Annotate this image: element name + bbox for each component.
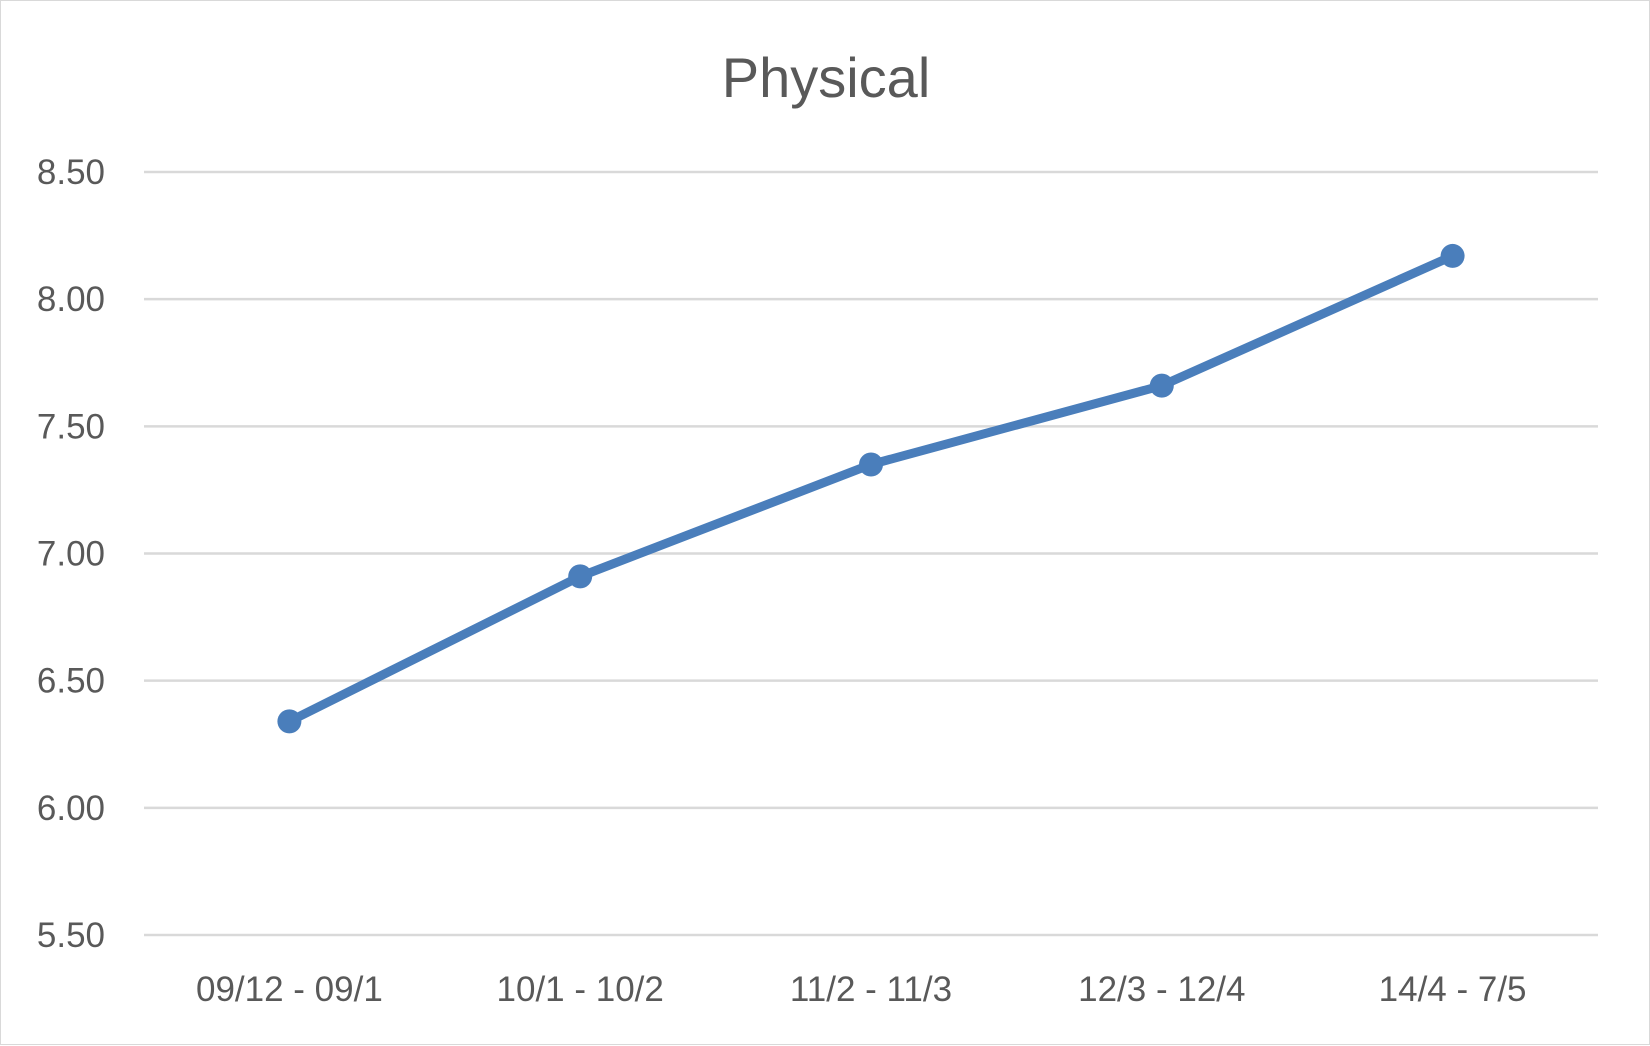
- x-axis-tick-labels: 09/12 - 09/1 10/1 - 10/2 11/2 - 11/3 12/3 -…: [196, 970, 1527, 1009]
- y-tick-label: 7.00: [37, 535, 105, 574]
- y-tick-label: 8.00: [37, 280, 105, 319]
- chart-title: Physical: [722, 46, 931, 109]
- y-tick-label: 8.50: [37, 153, 105, 192]
- series-group: [277, 243, 1465, 734]
- data-point: [1440, 243, 1465, 268]
- x-tick-label: 11/2 - 11/3: [790, 970, 952, 1009]
- series-line: [284, 251, 1458, 726]
- y-axis-tick-labels: 5.50 6.00 6.50 7.00 7.50 8.00 8.50: [37, 153, 105, 955]
- y-tick-label: 7.50: [37, 407, 105, 446]
- x-tick-label: 12/3 - 12/4: [1078, 970, 1245, 1009]
- y-tick-label: 6.00: [37, 789, 105, 828]
- y-tick-label: 5.50: [37, 916, 105, 955]
- data-point: [859, 452, 883, 477]
- gridlines: [144, 170, 1598, 937]
- data-point: [277, 709, 302, 734]
- x-tick-label: 09/12 - 09/1: [196, 970, 383, 1009]
- data-point: [1149, 373, 1174, 398]
- y-tick-label: 6.50: [37, 662, 105, 701]
- x-tick-label: 14/4 - 7/5: [1379, 970, 1527, 1009]
- data-point: [568, 564, 593, 589]
- x-tick-label: 10/1 - 10/2: [497, 970, 664, 1009]
